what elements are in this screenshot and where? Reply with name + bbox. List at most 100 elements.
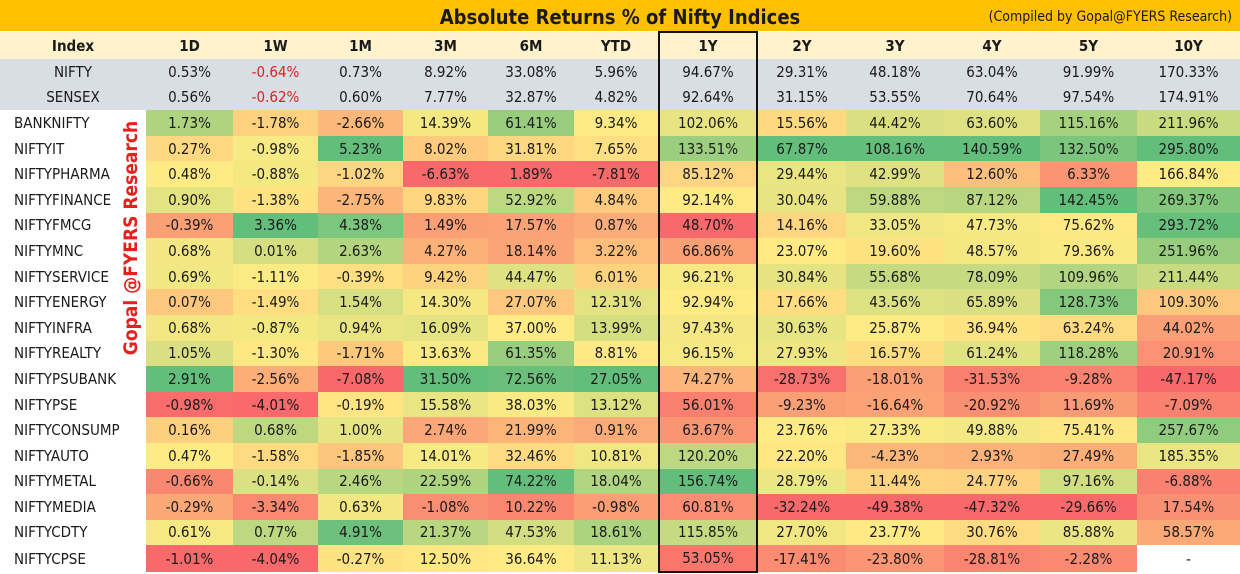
return-cell: 63.67% xyxy=(658,417,758,443)
return-cell: -6.88% xyxy=(1137,468,1240,495)
return-cell: 0.61% xyxy=(146,519,233,546)
return-cell: 18.14% xyxy=(488,238,574,264)
return-cell: 92.64% xyxy=(658,84,758,111)
return-cell: -23.80% xyxy=(846,545,944,572)
watermark: Gopal @FYERS Research xyxy=(118,112,144,364)
return-cell: 269.37% xyxy=(1137,186,1240,213)
return-cell: 7.65% xyxy=(574,135,659,162)
index-name: NIFTYMETAL xyxy=(14,472,97,491)
return-cell: 16.57% xyxy=(846,340,944,367)
return-cell: 10.22% xyxy=(488,494,574,520)
return-cell: -0.98% xyxy=(233,135,318,162)
return-cell: -1.30% xyxy=(233,340,318,367)
return-cell: -0.29% xyxy=(146,494,233,520)
return-cell: -0.27% xyxy=(318,545,403,572)
index-name: NIFTYCPSE xyxy=(14,549,86,568)
return-cell: 59.88% xyxy=(846,186,944,213)
return-cell: -28.81% xyxy=(944,545,1040,572)
return-cell: 5.96% xyxy=(574,59,659,85)
return-cell: 2.74% xyxy=(403,417,488,443)
return-cell: 24.77% xyxy=(944,468,1040,495)
return-cell: 3.36% xyxy=(233,212,318,239)
return-cell: 79.36% xyxy=(1040,238,1137,264)
index-name: BANKNIFTY xyxy=(14,113,90,132)
return-cell: 0.47% xyxy=(146,442,233,469)
return-cell: -0.14% xyxy=(233,468,318,495)
return-cell: -2.28% xyxy=(1040,545,1137,572)
return-cell: 0.68% xyxy=(233,417,318,443)
return-cell: 53.05% xyxy=(658,545,758,573)
column-header-index: Index xyxy=(0,32,146,59)
column-header-1y: 1Y xyxy=(658,31,758,59)
table-row: NIFTYCDTY 0.61% 0.77% 4.91% 21.37% 47.53% 18.6… xyxy=(0,519,1240,546)
return-cell: 2.63% xyxy=(318,238,403,264)
return-cell: 140.59% xyxy=(944,135,1040,162)
return-cell: 102.06% xyxy=(658,110,758,136)
return-cell: -0.88% xyxy=(233,161,318,187)
return-cell: -9.28% xyxy=(1040,366,1137,392)
return-cell: 12.60% xyxy=(944,161,1040,187)
return-cell: 156.74% xyxy=(658,468,758,495)
return-cell: 91.99% xyxy=(1040,59,1137,85)
return-cell: 22.59% xyxy=(403,468,488,495)
return-cell: 0.68% xyxy=(146,314,233,341)
watermark-text: Gopal @FYERS Research xyxy=(120,120,142,356)
credit-note: (Compiled by Gopal@FYERS Research) xyxy=(988,9,1232,25)
return-cell: -1.71% xyxy=(318,340,403,367)
return-cell: 11.69% xyxy=(1040,391,1137,418)
index-name: NIFTYENERGY xyxy=(14,293,107,312)
return-cell: 65.89% xyxy=(944,289,1040,315)
table-row: NIFTYINFRA 0.68% -0.87% 0.94% 16.09% 37.00% 13… xyxy=(0,314,1240,341)
return-cell: 1.00% xyxy=(318,417,403,443)
return-cell: 6.33% xyxy=(1040,161,1137,187)
return-cell: 1.73% xyxy=(146,110,233,136)
return-cell: -2.56% xyxy=(233,366,318,392)
return-cell: 17.54% xyxy=(1137,494,1240,520)
return-cell: 47.73% xyxy=(944,212,1040,239)
return-cell: 4.27% xyxy=(403,238,488,264)
return-cell: 61.41% xyxy=(488,110,574,136)
table-row: NIFTYFMCG -0.39% 3.36% 4.38% 1.49% 17.57% 0.87… xyxy=(0,212,1240,239)
return-cell: 74.22% xyxy=(488,468,574,495)
return-cell: 185.35% xyxy=(1137,442,1240,469)
return-cell: -18.01% xyxy=(846,366,944,392)
return-cell: 0.48% xyxy=(146,161,233,187)
return-cell: 30.84% xyxy=(757,263,846,290)
return-cell: 97.16% xyxy=(1040,468,1137,495)
return-cell: 11.44% xyxy=(846,468,944,495)
return-cell: 0.07% xyxy=(146,289,233,315)
return-cell: 12.50% xyxy=(403,545,488,572)
table-row: NIFTYMETAL -0.66% -0.14% 2.46% 22.59% 74.22% 1… xyxy=(0,468,1240,495)
return-cell: 30.63% xyxy=(757,314,846,341)
return-cell: -31.53% xyxy=(944,366,1040,392)
index-name: NIFTYREALTY xyxy=(14,344,102,363)
table-row: NIFTYMEDIA -0.29% -3.34% 0.63% -1.08% 10.22% -… xyxy=(0,494,1240,520)
return-cell: 56.01% xyxy=(658,391,758,418)
return-cell: 12.31% xyxy=(574,289,659,315)
table-row: NIFTYMNC 0.68% 0.01% 2.63% 4.27% 18.14% 3.22% 6… xyxy=(0,238,1240,264)
return-cell: -47.32% xyxy=(944,494,1040,520)
return-cell: -49.38% xyxy=(846,494,944,520)
table-row: NIFTYREALTY 1.05% -1.30% -1.71% 13.63% 61.35%… xyxy=(0,340,1240,367)
return-cell: 0.27% xyxy=(146,135,233,162)
return-cell: 0.01% xyxy=(233,238,318,264)
return-cell: 1.89% xyxy=(488,161,574,187)
return-cell: 0.53% xyxy=(146,59,233,85)
return-cell: 9.42% xyxy=(403,263,488,290)
return-cell: 92.94% xyxy=(658,289,758,315)
return-cell: 115.16% xyxy=(1040,110,1137,136)
return-cell: 21.37% xyxy=(403,519,488,546)
return-cell: -4.01% xyxy=(233,391,318,418)
return-cell: 23.07% xyxy=(757,238,846,264)
return-cell: 44.02% xyxy=(1137,314,1240,341)
return-cell: 31.81% xyxy=(488,135,574,162)
column-header-3y: 3Y xyxy=(846,32,944,59)
return-cell: 63.60% xyxy=(944,110,1040,136)
return-cell: 0.94% xyxy=(318,314,403,341)
return-cell: 2.46% xyxy=(318,468,403,495)
return-cell: 60.81% xyxy=(658,494,758,520)
return-cell: -6.63% xyxy=(403,161,488,187)
return-cell: 36.94% xyxy=(944,314,1040,341)
return-cell: 0.91% xyxy=(574,417,659,443)
return-cell: -16.64% xyxy=(846,391,944,418)
